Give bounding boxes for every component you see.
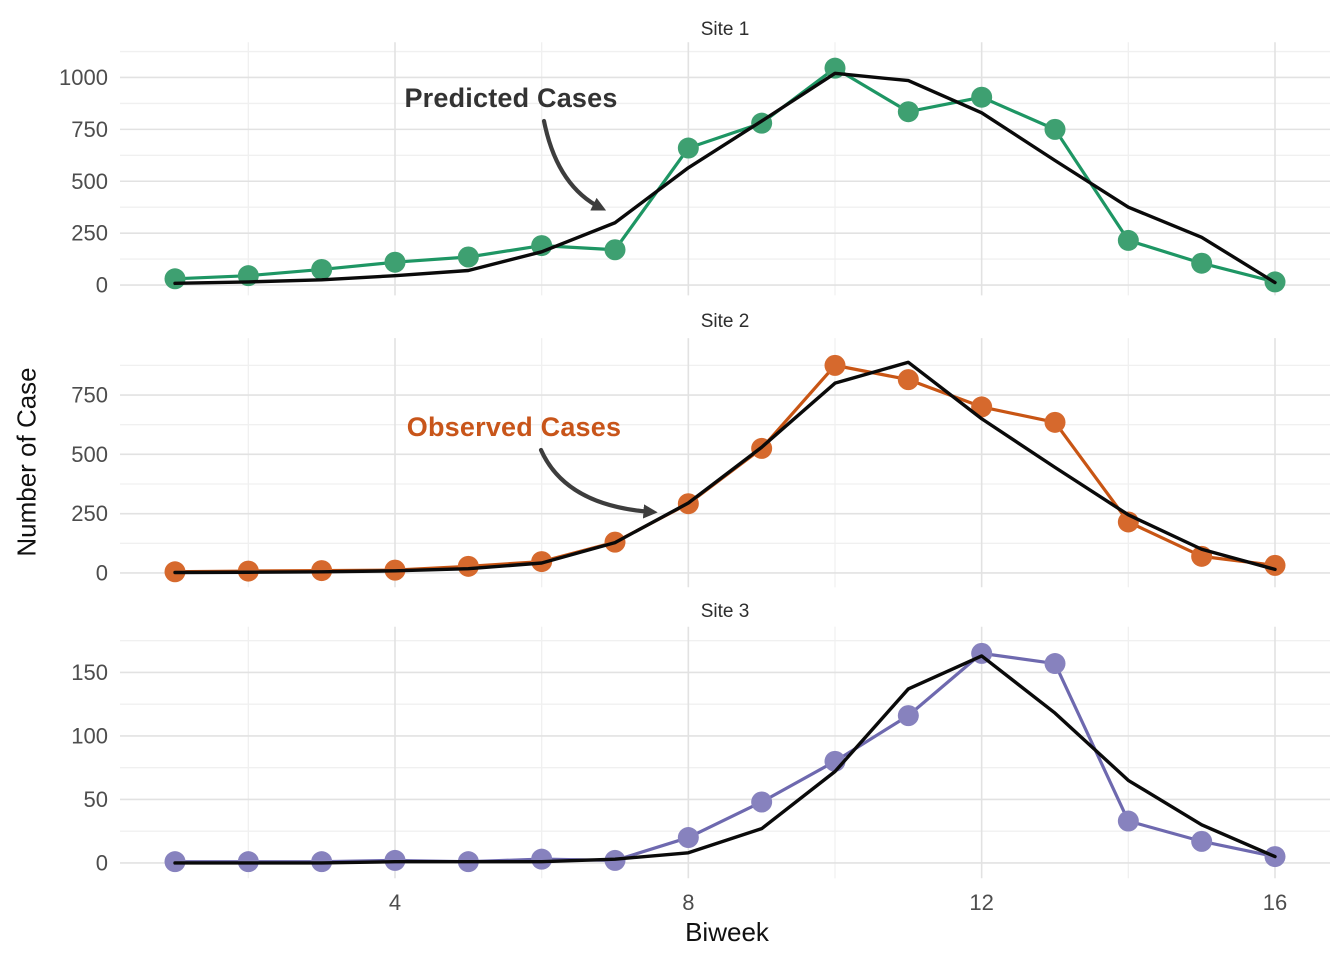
x-tick-label: 12 [969, 890, 993, 915]
y-tick-label: 500 [71, 169, 108, 194]
observed-point [897, 101, 919, 123]
y-tick-label: 0 [96, 850, 108, 875]
panel-site-2: 0 250 500 750 [71, 338, 1330, 588]
observed-point [824, 354, 846, 376]
observed-point [1117, 810, 1139, 832]
panel-site-3: 0 50 100 150 [71, 626, 1330, 879]
observed-point [164, 268, 186, 290]
facet-title-site-3: Site 3 [700, 601, 750, 622]
observed-point [971, 86, 993, 108]
observed-point [384, 251, 406, 273]
facet-title-site-2: Site 2 [700, 311, 750, 332]
observed-point [1191, 252, 1213, 274]
y-tick-label: 250 [71, 501, 108, 526]
y-tick-label: 750 [71, 117, 108, 142]
y-tick-label: 0 [96, 560, 108, 585]
observed-point [311, 258, 333, 280]
y-tick-label: 0 [96, 273, 108, 298]
y-tick-label: 100 [71, 723, 108, 748]
annotation-predicted-cases: Predicted Cases [404, 83, 618, 113]
y-tick-label: 1000 [59, 65, 108, 90]
observed-annotation-arrow [538, 447, 658, 519]
predicted-line [173, 360, 1277, 575]
x-tick-label: 4 [389, 890, 401, 915]
predicted-line [173, 71, 1277, 286]
observed-point [1044, 653, 1066, 675]
observed-point [971, 396, 993, 418]
predicted-line [173, 654, 1277, 865]
annotation-observed-cases: Observed Cases [406, 412, 622, 442]
x-tick-label: 16 [1263, 890, 1287, 915]
observed-point [457, 246, 479, 268]
observed-point [604, 239, 626, 261]
observed-point [531, 848, 553, 870]
observed-point [457, 555, 479, 577]
observed-point [1044, 411, 1066, 433]
observed-point [1264, 554, 1286, 576]
y-tick-label: 250 [71, 221, 108, 246]
y-tick-label: 50 [84, 787, 108, 812]
observed-point [1044, 118, 1066, 140]
y-axis-title: Number of Case [11, 367, 42, 557]
observed-line [173, 651, 1277, 864]
observed-point [1117, 229, 1139, 251]
facet-title-site-1: Site 1 [700, 19, 750, 40]
observed-line [173, 66, 1277, 284]
observed-line [173, 363, 1277, 574]
y-tick-label: 150 [71, 660, 108, 685]
predicted-annotation-arrow [541, 118, 607, 211]
observed-point [897, 369, 919, 391]
x-axis-title: Biweek [685, 917, 769, 947]
panel-site-1: 0 250 500 750 1000 [59, 42, 1330, 298]
y-tick-label: 500 [71, 442, 108, 467]
x-tick-label: 8 [682, 890, 694, 915]
y-tick-label: 750 [71, 383, 108, 408]
observed-point [1191, 830, 1213, 852]
observed-point [897, 705, 919, 727]
observed-point [751, 791, 773, 813]
observed-point [677, 137, 699, 159]
observed-point [677, 827, 699, 849]
